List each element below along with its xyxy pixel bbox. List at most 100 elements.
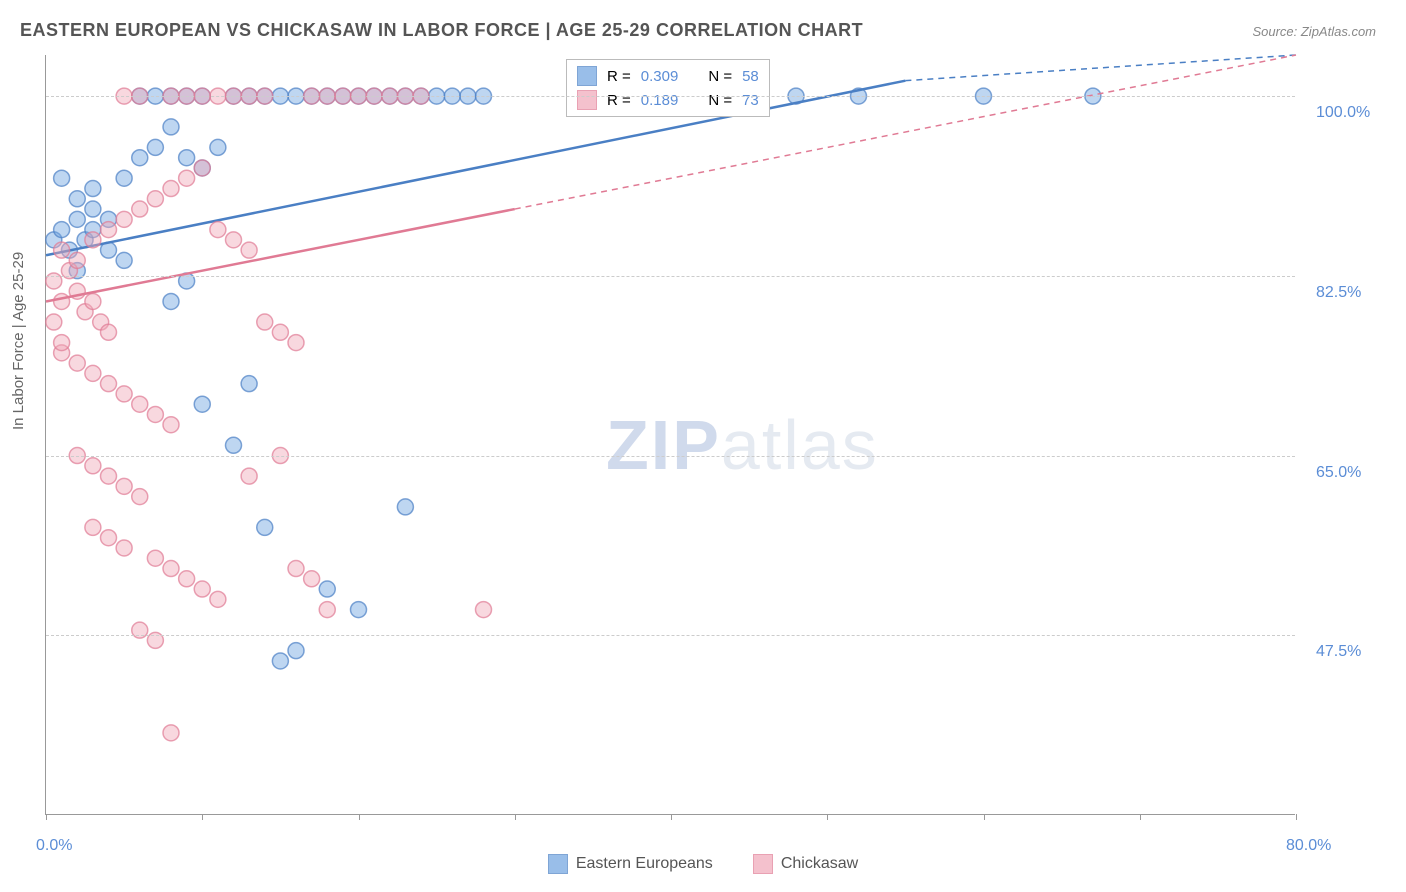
data-point <box>179 571 195 587</box>
data-point <box>163 417 179 433</box>
data-point <box>319 581 335 597</box>
data-point <box>210 222 226 238</box>
swatch-series1 <box>577 66 597 86</box>
r-label: R = <box>607 92 631 109</box>
n-value-series1: 58 <box>742 68 759 85</box>
x-tick-label: 0.0% <box>36 837 72 855</box>
data-point <box>226 437 242 453</box>
data-point <box>272 653 288 669</box>
series-legend: Eastern Europeans Chickasaw <box>0 854 1406 874</box>
data-point <box>351 602 367 618</box>
data-point <box>163 725 179 741</box>
data-point <box>226 232 242 248</box>
data-point <box>288 643 304 659</box>
data-point <box>241 468 257 484</box>
data-point <box>163 119 179 135</box>
data-point <box>54 222 70 238</box>
data-point <box>163 293 179 309</box>
scatter-svg <box>46 55 1295 814</box>
data-point <box>147 550 163 566</box>
data-point <box>147 191 163 207</box>
data-point <box>69 252 85 268</box>
data-point <box>288 335 304 351</box>
data-point <box>116 211 132 227</box>
swatch-series2-icon <box>753 854 773 874</box>
data-point <box>241 242 257 258</box>
data-point <box>54 293 70 309</box>
n-label: N = <box>708 92 732 109</box>
data-point <box>210 591 226 607</box>
data-point <box>46 314 62 330</box>
data-point <box>101 468 117 484</box>
legend-item-series1: Eastern Europeans <box>548 854 713 874</box>
x-tick <box>515 814 516 820</box>
y-tick-label: 47.5% <box>1316 643 1361 661</box>
data-point <box>85 458 101 474</box>
correlation-legend: R = 0.309 N = 58 R = 0.189 N = 73 <box>566 59 770 117</box>
data-point <box>116 478 132 494</box>
r-value-series2: 0.189 <box>641 92 679 109</box>
trend-line <box>46 81 905 256</box>
plot-area: ZIPatlas R = 0.309 N = 58 R = 0.189 N = … <box>45 55 1295 815</box>
data-point <box>101 530 117 546</box>
legend-row-series1: R = 0.309 N = 58 <box>577 64 759 88</box>
trend-line-extension <box>905 55 1296 81</box>
data-point <box>132 396 148 412</box>
x-tick <box>1296 814 1297 820</box>
data-point <box>163 561 179 577</box>
gridline <box>46 635 1295 636</box>
n-value-series2: 73 <box>742 92 759 109</box>
data-point <box>476 602 492 618</box>
data-point <box>147 406 163 422</box>
source-label: Source: ZipAtlas.com <box>1252 24 1376 39</box>
data-point <box>85 519 101 535</box>
legend-label-series2: Chickasaw <box>781 855 858 873</box>
data-point <box>194 396 210 412</box>
data-point <box>257 519 273 535</box>
n-label: N = <box>708 68 732 85</box>
data-point <box>54 170 70 186</box>
x-tick <box>827 814 828 820</box>
data-point <box>54 242 70 258</box>
data-point <box>132 150 148 166</box>
data-point <box>288 561 304 577</box>
data-point <box>147 139 163 155</box>
data-point <box>85 181 101 197</box>
data-point <box>101 324 117 340</box>
data-point <box>85 293 101 309</box>
data-point <box>54 335 70 351</box>
data-point <box>85 365 101 381</box>
y-axis-title: In Labor Force | Age 25-29 <box>10 252 27 430</box>
data-point <box>85 201 101 217</box>
data-point <box>101 222 117 238</box>
data-point <box>194 581 210 597</box>
legend-item-series2: Chickasaw <box>753 854 858 874</box>
data-point <box>319 602 335 618</box>
legend-row-series2: R = 0.189 N = 73 <box>577 88 759 112</box>
y-tick-label: 100.0% <box>1316 104 1370 122</box>
gridline <box>46 276 1295 277</box>
data-point <box>272 324 288 340</box>
swatch-series1-icon <box>548 854 568 874</box>
gridline <box>46 456 1295 457</box>
data-point <box>210 139 226 155</box>
data-point <box>116 170 132 186</box>
data-point <box>194 160 210 176</box>
chart-title: EASTERN EUROPEAN VS CHICKASAW IN LABOR F… <box>20 20 863 41</box>
data-point <box>257 314 273 330</box>
data-point <box>69 355 85 371</box>
swatch-series2 <box>577 90 597 110</box>
x-tick-label: 80.0% <box>1286 837 1331 855</box>
x-tick <box>202 814 203 820</box>
data-point <box>132 201 148 217</box>
data-point <box>116 540 132 556</box>
x-tick <box>671 814 672 820</box>
x-tick <box>46 814 47 820</box>
data-point <box>179 150 195 166</box>
data-point <box>179 170 195 186</box>
gridline <box>46 96 1295 97</box>
x-tick <box>1140 814 1141 820</box>
data-point <box>116 252 132 268</box>
x-tick <box>984 814 985 820</box>
data-point <box>85 232 101 248</box>
